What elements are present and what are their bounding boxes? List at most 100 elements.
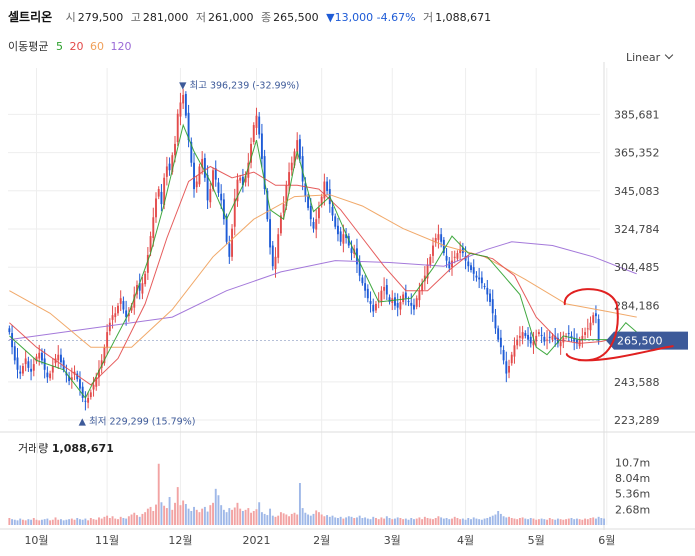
time-axis-label: 12월	[168, 534, 192, 547]
volume-bar	[288, 516, 291, 525]
low-value: 261,000	[208, 11, 254, 24]
candle-body	[247, 162, 250, 178]
volume-bar	[236, 502, 239, 525]
volume-bar	[521, 517, 524, 525]
candle-body	[8, 328, 11, 333]
volume-bar	[87, 520, 90, 525]
candle-body	[421, 283, 424, 291]
candle-body	[51, 366, 54, 373]
candle-body	[24, 358, 27, 365]
candle-body	[543, 336, 546, 342]
time-axis-label: 10월	[24, 534, 48, 547]
candle-body	[554, 335, 557, 340]
candle-body	[277, 234, 280, 258]
open-value: 279,500	[77, 11, 124, 24]
volume-bar	[40, 519, 43, 525]
volume-bar	[106, 515, 109, 525]
candle-body	[459, 249, 462, 254]
volume-bar	[274, 516, 277, 525]
candle-body	[513, 345, 516, 357]
candle-body	[597, 318, 600, 341]
volume-bar	[307, 514, 310, 525]
volume-bar	[19, 518, 22, 525]
volume-bar	[388, 518, 391, 525]
volume-bar	[122, 518, 125, 525]
ma20-line	[9, 165, 637, 386]
candle-body	[274, 256, 277, 270]
candle-body	[46, 372, 49, 378]
candle-body	[486, 287, 489, 295]
volume-bar	[32, 518, 35, 525]
ma120-line	[9, 241, 637, 341]
candle-body	[206, 174, 209, 201]
candle-body	[491, 299, 494, 314]
volume-bar	[100, 518, 103, 525]
ma-legend-5[interactable]: 5	[55, 40, 63, 53]
low-marker-label: ▲ 최저 229,299 (15.79%)	[79, 417, 196, 428]
candle-body	[478, 277, 481, 280]
volume-bar	[146, 508, 149, 525]
volume-bar	[432, 519, 434, 525]
volume-bar	[434, 518, 437, 525]
candle-body	[451, 260, 453, 268]
scale-dropdown[interactable]: Linear	[626, 50, 674, 64]
volume-bar	[312, 513, 315, 525]
volume-bar	[586, 519, 589, 525]
volume-panel-title: 거래량	[18, 442, 49, 455]
volume-bar	[260, 512, 263, 525]
volume-bar	[483, 518, 486, 525]
candle-body	[537, 332, 540, 334]
volume-bar	[176, 487, 179, 525]
volume-bar	[594, 518, 597, 525]
volume-bar	[21, 519, 24, 525]
candle-body	[402, 294, 405, 302]
volume-bar	[136, 515, 138, 525]
ma-legend-60[interactable]: 60	[89, 40, 104, 53]
volume-bar	[108, 518, 111, 525]
volume-bar	[168, 497, 171, 525]
volume-bar	[73, 519, 76, 525]
volume-bar	[217, 495, 220, 525]
candle-body	[95, 377, 98, 387]
candle-body	[535, 335, 538, 342]
volume-bar	[38, 520, 41, 525]
candle-body	[225, 216, 228, 242]
candle-body	[11, 333, 14, 348]
volume-bar	[510, 518, 513, 525]
highlight-annotation	[563, 288, 674, 362]
price-tick-label: 284,186	[614, 299, 660, 312]
volume-bar	[358, 515, 361, 525]
volume-bar	[554, 519, 557, 525]
volume-bar	[68, 519, 71, 525]
volume-bar	[290, 513, 293, 525]
volume-bar	[76, 518, 79, 525]
volume-bar	[228, 508, 231, 525]
open-label: 시	[65, 11, 76, 24]
volume-bar	[413, 519, 415, 525]
volume-bar	[309, 515, 312, 525]
candle-body	[62, 360, 65, 370]
candle-body	[453, 256, 456, 258]
candle-body	[499, 337, 502, 348]
volume-bar	[24, 520, 27, 525]
volume-bar	[540, 518, 543, 525]
volume-bar	[402, 519, 405, 525]
ma-legend-120[interactable]: 120	[110, 40, 132, 53]
volume-bar	[516, 519, 519, 525]
candle-body	[117, 305, 119, 314]
candle-body	[470, 265, 472, 270]
volume-bar	[336, 518, 339, 525]
candle-body	[432, 245, 434, 256]
candle-body	[81, 386, 84, 398]
volume-bar	[163, 505, 166, 525]
ma-legend-20[interactable]: 20	[69, 40, 84, 53]
volume-bar	[171, 509, 174, 525]
volume-bar	[296, 514, 299, 525]
current-price-label: 265,500	[617, 335, 663, 348]
candle-body	[489, 293, 491, 302]
time-axis-label: 2021	[242, 534, 270, 547]
candle-body	[575, 339, 578, 344]
candle-body	[209, 189, 212, 203]
candle-body	[263, 156, 266, 190]
